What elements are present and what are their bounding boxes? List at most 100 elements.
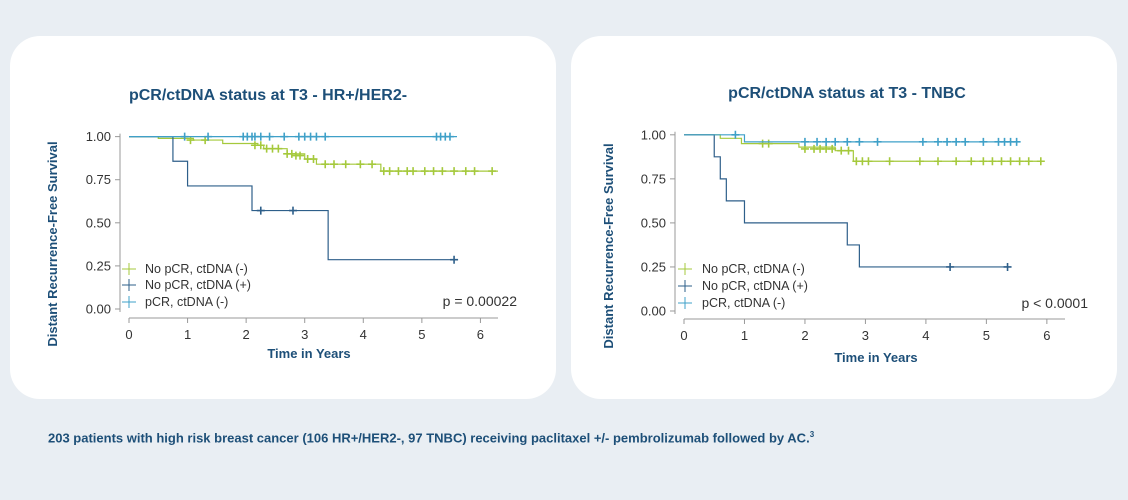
censor-mark bbox=[429, 167, 438, 176]
chart-panel-hr: pCR/ctDNA status at T3 - HR+/HER2- Time … bbox=[10, 36, 556, 399]
series-0 bbox=[129, 136, 498, 176]
x-axis-title: Time in Years bbox=[834, 350, 917, 365]
survival-curve bbox=[129, 136, 457, 261]
censor-mark bbox=[368, 160, 377, 169]
censor-mark bbox=[204, 132, 213, 141]
chart-title: pCR/ctDNA status at T3 - HR+/HER2- bbox=[129, 87, 407, 104]
x-axis-title: Time in Years bbox=[267, 346, 350, 361]
censor-mark bbox=[450, 167, 459, 176]
legend: No pCR, ctDNA (-) No pCR, ctDNA (+) pCR,… bbox=[678, 262, 808, 310]
caption-reference: 3 bbox=[809, 430, 815, 439]
x-tick-label: 1 bbox=[184, 327, 191, 342]
censor-mark bbox=[1003, 262, 1012, 271]
legend-label-0: No pCR, ctDNA (-) bbox=[702, 262, 805, 276]
x-tick-label: 1 bbox=[741, 328, 748, 343]
x-tick-label: 0 bbox=[680, 328, 687, 343]
censor-mark bbox=[186, 136, 195, 145]
censor-mark bbox=[488, 167, 497, 176]
censor-mark bbox=[822, 137, 831, 146]
series-2 bbox=[129, 132, 457, 141]
censor-mark bbox=[961, 137, 970, 146]
censor-mark bbox=[287, 149, 296, 158]
censor-mark bbox=[409, 167, 418, 176]
censor-mark bbox=[855, 137, 864, 146]
survival-curve bbox=[684, 134, 1044, 162]
series-1 bbox=[684, 134, 1012, 271]
censor-mark bbox=[934, 137, 942, 146]
censor-mark bbox=[1024, 157, 1033, 166]
y-tick-label: 1.00 bbox=[641, 127, 666, 142]
censor-mark bbox=[321, 160, 330, 169]
censor-mark bbox=[420, 167, 429, 176]
censor-mark bbox=[885, 157, 894, 166]
censor-mark bbox=[180, 132, 189, 141]
figure-caption: 203 patients with high risk breast cance… bbox=[48, 430, 814, 445]
censor-mark bbox=[394, 167, 403, 176]
y-tick-label: 0.50 bbox=[86, 215, 111, 230]
censor-mark bbox=[946, 262, 955, 271]
censor-mark bbox=[265, 132, 274, 141]
censor-mark bbox=[438, 167, 447, 176]
censor-mark bbox=[934, 157, 942, 166]
censor-mark bbox=[800, 137, 809, 146]
km-chart-hr: pCR/ctDNA status at T3 - HR+/HER2- Time … bbox=[45, 87, 517, 361]
y-tick-label: 0.00 bbox=[86, 302, 111, 317]
censor-mark bbox=[256, 132, 265, 141]
censor-mark bbox=[943, 137, 952, 146]
x-tick-label: 5 bbox=[983, 328, 990, 343]
censor-mark bbox=[988, 157, 997, 166]
caption-text: 203 patients with high risk breast cance… bbox=[48, 430, 810, 446]
legend-label-0: No pCR, ctDNA (-) bbox=[145, 262, 248, 276]
legend-label-2: pCR, ctDNA (-) bbox=[702, 296, 785, 310]
x-tick-label: 4 bbox=[922, 328, 929, 343]
km-chart-tnbc: pCR/ctDNA status at T3 - TNBC Time in Ye… bbox=[601, 85, 1088, 365]
y-tick-label: 1.00 bbox=[86, 129, 111, 144]
censor-mark bbox=[309, 155, 318, 164]
legend-label-2: pCR, ctDNA (-) bbox=[145, 295, 228, 309]
censor-mark bbox=[967, 157, 976, 166]
censor-mark bbox=[828, 144, 837, 153]
censor-mark bbox=[952, 137, 961, 146]
censor-mark bbox=[864, 157, 873, 166]
censor-mark bbox=[1015, 157, 1024, 166]
censor-mark bbox=[731, 130, 740, 139]
censor-mark bbox=[813, 137, 822, 146]
censor-mark bbox=[461, 167, 470, 176]
censor-mark bbox=[843, 137, 852, 146]
censor-mark bbox=[385, 167, 394, 176]
censor-mark bbox=[979, 157, 988, 166]
y-tick-label: 0.75 bbox=[86, 172, 111, 187]
x-tick-label: 3 bbox=[301, 327, 308, 342]
censor-mark bbox=[918, 137, 927, 146]
censor-mark bbox=[1006, 157, 1015, 166]
censor-mark bbox=[274, 144, 283, 153]
censor-mark bbox=[341, 160, 350, 169]
y-tick-label: 0.50 bbox=[641, 215, 666, 230]
censor-mark bbox=[296, 151, 305, 160]
censor-mark bbox=[312, 132, 321, 141]
censor-mark bbox=[831, 137, 840, 146]
p-value-annotation: p < 0.0001 bbox=[1021, 295, 1088, 311]
censor-mark bbox=[280, 132, 289, 141]
x-tick-label: 3 bbox=[862, 328, 869, 343]
x-tick-label: 2 bbox=[243, 327, 250, 342]
censor-mark bbox=[873, 137, 882, 146]
censor-mark bbox=[470, 167, 479, 176]
y-tick-label: 0.75 bbox=[641, 171, 666, 186]
censor-mark bbox=[837, 146, 846, 155]
censor-mark bbox=[844, 146, 853, 155]
legend-label-1: No pCR, ctDNA (+) bbox=[145, 278, 251, 292]
censor-mark bbox=[321, 132, 330, 141]
censor-mark bbox=[1036, 157, 1045, 166]
chart-title: pCR/ctDNA status at T3 - TNBC bbox=[728, 85, 966, 102]
y-tick-label: 0.00 bbox=[641, 304, 666, 319]
censor-mark bbox=[450, 255, 459, 264]
censor-mark bbox=[997, 157, 1006, 166]
censor-mark bbox=[764, 139, 773, 148]
legend: No pCR, ctDNA (-) No pCR, ctDNA (+) pCR,… bbox=[122, 262, 251, 309]
censor-mark bbox=[952, 157, 961, 166]
chart-panel-tnbc: pCR/ctDNA status at T3 - TNBC Time in Ye… bbox=[571, 36, 1117, 399]
censor-mark bbox=[256, 206, 265, 215]
censor-mark bbox=[445, 132, 454, 141]
x-tick-label: 6 bbox=[1043, 328, 1050, 343]
